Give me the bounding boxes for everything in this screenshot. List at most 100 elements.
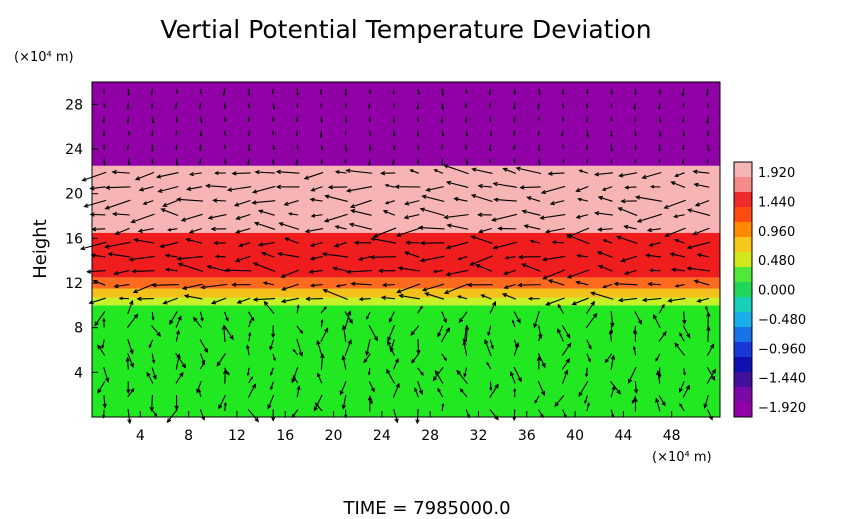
wind-vector-head — [384, 183, 389, 188]
wind-vector — [410, 169, 420, 174]
wind-vector — [513, 339, 518, 349]
wind-vector — [359, 255, 371, 261]
wind-vector — [369, 395, 373, 404]
wind-vector-head — [623, 224, 629, 230]
wind-vector — [577, 254, 589, 258]
wind-vector-head — [503, 284, 509, 289]
wind-vector — [433, 270, 444, 273]
wind-vector-head — [511, 319, 515, 323]
wind-vector-head — [180, 217, 186, 222]
wind-vector — [324, 213, 348, 222]
wind-vector-head — [440, 120, 444, 124]
wind-vector-head — [111, 211, 118, 217]
wind-vector — [693, 170, 710, 174]
wind-vector-head — [369, 400, 373, 405]
wind-vector-head — [681, 119, 685, 123]
wind-vector-head — [696, 298, 702, 303]
wind-vector-head — [686, 208, 693, 213]
wind-vector-head — [347, 310, 352, 316]
wind-vector — [706, 369, 716, 384]
wind-vector-head — [368, 148, 372, 152]
wind-vector — [492, 213, 518, 221]
wind-vector-head — [624, 270, 630, 275]
wind-vector — [339, 380, 347, 395]
wind-vector-head — [610, 92, 613, 95]
wind-vector-head — [128, 257, 134, 262]
wind-vector — [284, 200, 299, 206]
wind-vector-head — [416, 106, 420, 111]
wind-vector-head — [368, 162, 371, 167]
wind-vector-head — [610, 322, 615, 328]
wind-vector-head — [280, 273, 286, 278]
wind-vector-head — [562, 161, 565, 164]
wind-vector-head — [333, 243, 339, 248]
wind-vector-head — [277, 251, 283, 257]
time-label: TIME = 7985000.0 — [342, 498, 510, 519]
wind-vector-head — [445, 245, 451, 250]
wind-vector-head — [224, 119, 227, 123]
wind-vector-head — [271, 91, 275, 95]
wind-vector-head — [105, 377, 110, 383]
wind-vector-head — [674, 342, 679, 348]
wind-vector-head — [443, 357, 447, 362]
wind-vector-head — [130, 387, 135, 393]
wind-vector — [621, 255, 638, 262]
wind-vector-head — [358, 297, 364, 302]
wind-vector-head — [332, 266, 338, 271]
wind-vector-head — [164, 253, 170, 258]
wind-vector — [540, 214, 566, 219]
wind-vector-head — [350, 281, 356, 286]
wind-vector-head — [94, 321, 99, 327]
wind-vector-head — [345, 168, 351, 174]
wind-vector-head — [309, 242, 315, 247]
wind-vector — [707, 409, 713, 420]
wind-vector-head — [586, 91, 589, 95]
wind-vector — [636, 196, 663, 202]
wind-vector-head — [641, 297, 648, 303]
wind-vector — [493, 241, 517, 249]
wind-vector-head — [280, 298, 287, 304]
wind-vector-head — [186, 186, 192, 191]
wind-vector-head — [275, 169, 281, 175]
wind-vector — [513, 311, 521, 323]
wind-vector-head — [257, 209, 264, 214]
wind-vector-head — [305, 296, 311, 302]
wind-vector-head — [445, 327, 450, 333]
wind-vector — [618, 207, 638, 217]
wind-vector-head — [126, 389, 131, 395]
colorbar-band — [734, 372, 752, 388]
wind-vector — [631, 395, 637, 404]
wind-vector — [679, 381, 685, 392]
wind-vector-head — [323, 218, 330, 223]
x-tick-label: 28 — [421, 428, 439, 444]
wind-vector — [397, 283, 421, 293]
wind-vector-head — [515, 166, 521, 171]
wind-vector — [674, 342, 686, 356]
wind-vector — [184, 295, 203, 300]
wind-vector-head — [554, 402, 559, 408]
colorbar: 1.920 1.440 0.960 0.480 0.000 −0.480 −0.960 −1.… — [733, 161, 806, 418]
wind-vector-head — [457, 256, 462, 261]
wind-vector-head — [169, 319, 174, 326]
wind-vector — [113, 213, 130, 216]
y-tick-label: 28 — [65, 97, 83, 113]
wind-vector-head — [601, 187, 607, 191]
wind-vector-head — [344, 105, 348, 109]
wind-vector — [320, 354, 324, 370]
wind-vector — [94, 310, 106, 326]
wind-vector — [585, 367, 588, 377]
wind-vector-head — [341, 404, 347, 410]
wind-vector — [175, 352, 186, 368]
wind-vector — [344, 311, 353, 324]
x-tick-label: 44 — [614, 428, 632, 444]
wind-vector-head — [319, 134, 323, 139]
wind-vector-head — [692, 169, 698, 174]
wind-vector — [649, 241, 661, 247]
wind-vector — [404, 214, 420, 219]
colorbar-label: −1.920 — [758, 401, 806, 416]
wind-vector-head — [271, 333, 276, 339]
wind-vector-head — [471, 167, 477, 172]
wind-vector-head — [459, 388, 464, 393]
wind-vector-head — [477, 212, 483, 218]
x-tick-label: 4 — [136, 428, 145, 444]
